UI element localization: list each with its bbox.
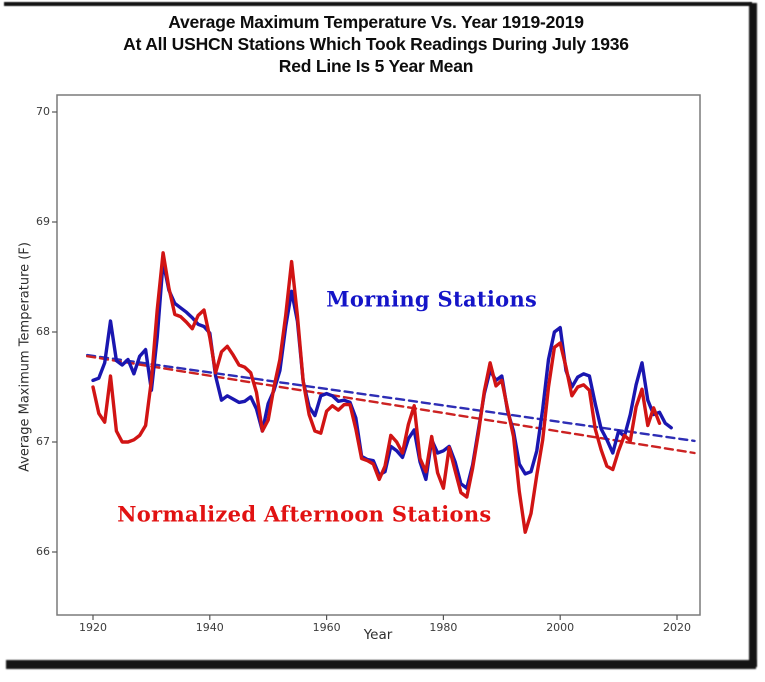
x-tick-label: 1940 [195, 621, 224, 634]
y-tick-label: 66 [36, 545, 50, 558]
frame-border-top [4, 2, 752, 6]
y-tick-label: 67 [36, 435, 50, 448]
chart-title: Average Maximum Temperature Vs. Year 191… [0, 11, 752, 77]
x-tick-label: 2020 [663, 621, 691, 634]
x-tick-label: 2000 [546, 621, 575, 634]
x-tick-label: 1920 [79, 621, 107, 634]
chart-title-line-2: At All USHCN Stations Which Took Reading… [123, 34, 629, 54]
plot-frame [56, 94, 701, 616]
x-tick-label: 1960 [312, 621, 341, 634]
frame-border-bottom [6, 660, 756, 669]
frame-border-right [749, 3, 757, 667]
y-tick-label: 70 [36, 105, 50, 118]
normalized-afternoon-stations-red-solid-5-year-mean [91, 251, 662, 534]
afternoon-stations-annotation: Normalized Afternoon Stations [117, 501, 492, 526]
morning-stations-annotation: Morning Stations [326, 286, 538, 312]
chart-title-line-1: Average Maximum Temperature Vs. Year 191… [168, 12, 584, 32]
afternoon-stations-linear-trend-red-dashed [85, 355, 696, 455]
y-axis-label: Average Maximum Temperature (F) [17, 242, 33, 472]
chart-title-line-3: Red Line Is 5 Year Mean [278, 56, 474, 76]
x-tick-label: 1980 [429, 621, 458, 634]
y-tick-label: 69 [36, 215, 50, 228]
y-tick-label: 68 [36, 325, 50, 338]
x-axis-label: Year [363, 627, 393, 643]
morning-stations-linear-trend-blue-dashed [85, 353, 696, 443]
